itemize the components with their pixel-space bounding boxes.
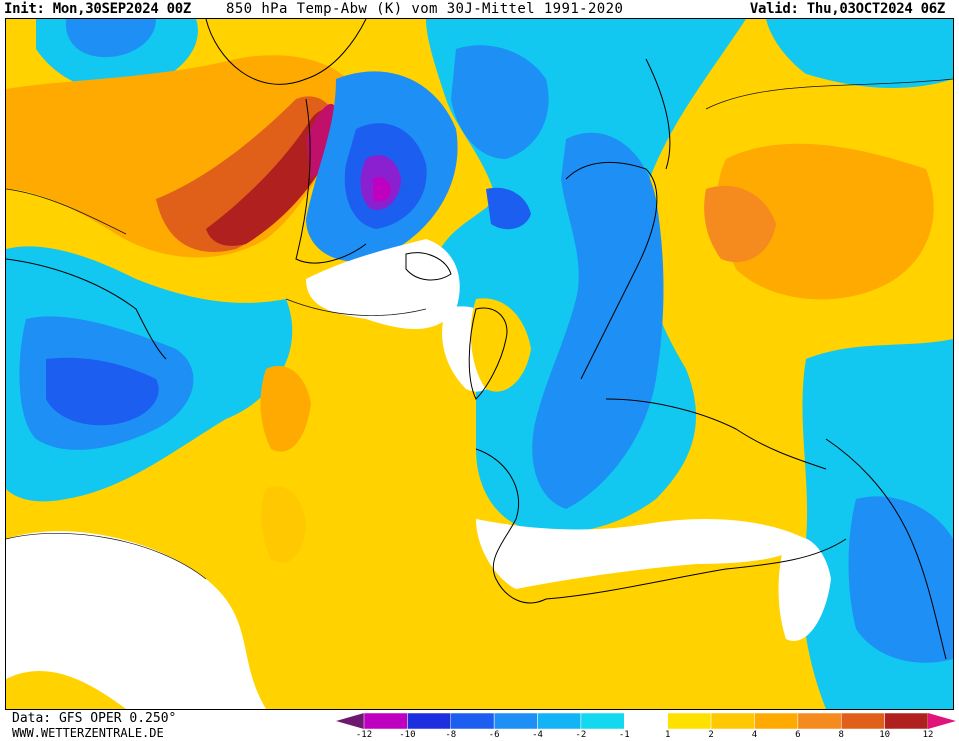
extreme-warm-core	[306, 103, 337, 179]
coastline-greenland-north	[205, 19, 367, 85]
cold-region-norwegian-sea	[451, 45, 549, 159]
contour-3	[6, 532, 207, 580]
coastline-iceland	[405, 252, 452, 281]
legend-tick-label: 12	[922, 730, 934, 740]
legend-swatch	[624, 712, 668, 730]
map-title: 850 hPa Temp-Abw (K) vom 30J-Mittel 1991…	[226, 1, 624, 17]
color-legend: -12 -10 -8 -6 -4 -2 -1 1 2 4 6 8 10 12	[336, 712, 956, 740]
extreme-warm-band	[206, 109, 337, 246]
coastline-uk	[468, 307, 508, 400]
coastline-iberia	[475, 448, 547, 604]
valid-time: Valid: Thu,03OCT2024 06Z	[749, 1, 945, 17]
legend-arrow-right	[928, 713, 956, 729]
legend-tick-label: 8	[838, 730, 844, 740]
legend-tick-label: -4	[532, 730, 543, 740]
legend-tick-label: -10	[399, 730, 416, 740]
cool-region-ne	[766, 19, 953, 89]
legend-swatch	[580, 712, 625, 730]
cold-region-se	[848, 496, 953, 663]
legend-swatch	[884, 712, 929, 730]
cold-region-scandinavia	[532, 132, 664, 509]
legend-tick-label: 1	[664, 730, 671, 740]
legend-swatch	[537, 712, 582, 730]
legend-swatch	[493, 712, 538, 730]
cold-core-nw	[65, 19, 156, 58]
legend-arrow-left	[336, 713, 364, 729]
coastline-greenland-east	[295, 98, 367, 264]
contour-lines	[6, 78, 953, 580]
legend-tick-label: -6	[488, 730, 500, 740]
header: Init: Mon,30SEP2024 00Z 850 hPa Temp-Abw…	[0, 0, 959, 18]
anomaly-map	[5, 18, 954, 710]
hot-region-russia	[717, 143, 934, 300]
legend-tick-label: -2	[575, 730, 587, 740]
warm-region-sw-corner	[6, 670, 126, 709]
init-time: Init: Mon,30SEP2024 00Z	[4, 1, 191, 17]
data-source-label: Data: GFS OPER 0.250°	[12, 711, 177, 726]
coastline-labrador	[6, 258, 167, 360]
neutral-region-iceland	[306, 239, 460, 329]
coastline-kola	[645, 58, 671, 170]
legend-tick-label: 10	[879, 730, 891, 740]
warm-region-uk	[470, 298, 531, 392]
footer: Data: GFS OPER 0.250° WWW.WETTERZENTRALE…	[12, 711, 176, 741]
legend-tick-label: -1	[618, 730, 630, 740]
legend-swatch	[450, 712, 495, 730]
legend-swatch	[667, 712, 712, 730]
legend-ticks: -12 -10 -8 -6 -4 -2 -1 1 2 4 6 8 10 12	[336, 730, 956, 740]
coastlines	[6, 19, 947, 660]
contour-4	[705, 78, 953, 110]
neutral-region-mediterranean	[476, 519, 806, 589]
legend-tick-label: 2	[708, 730, 714, 740]
coastline-scandinavia	[565, 161, 658, 380]
legend-bar	[336, 712, 956, 730]
legend-swatch	[840, 712, 885, 730]
legend-tick-label: 6	[795, 730, 801, 740]
legend-swatch	[710, 712, 755, 730]
map-canvas	[6, 19, 953, 709]
contour-1	[6, 188, 127, 235]
warm-patch-atlantic	[261, 486, 306, 563]
legend-swatch	[407, 712, 452, 730]
neutral-region-sw	[6, 531, 266, 709]
contour-2	[285, 298, 427, 316]
legend-tick-label: -8	[445, 730, 457, 740]
colder-core-west	[46, 357, 159, 426]
neutral-region-se	[778, 536, 831, 641]
coastline-africa-north	[545, 538, 847, 600]
legend-tick-label: -12	[355, 730, 373, 740]
credit-link[interactable]: WWW.WETTERZENTRALE.DE	[12, 726, 164, 740]
very-hot-band-greenland	[156, 96, 337, 252]
legend-swatch	[754, 712, 799, 730]
legend-swatch	[797, 712, 842, 730]
coastline-europe-central	[605, 398, 827, 470]
coastline-east	[825, 438, 947, 660]
colder-spot-sea	[486, 187, 531, 230]
hot-patch-atlantic	[260, 365, 311, 452]
hotter-core-russia	[704, 185, 776, 263]
legend-swatch	[363, 712, 408, 730]
legend-tick-label: 4	[751, 730, 758, 740]
extreme-cold-core	[373, 177, 391, 202]
